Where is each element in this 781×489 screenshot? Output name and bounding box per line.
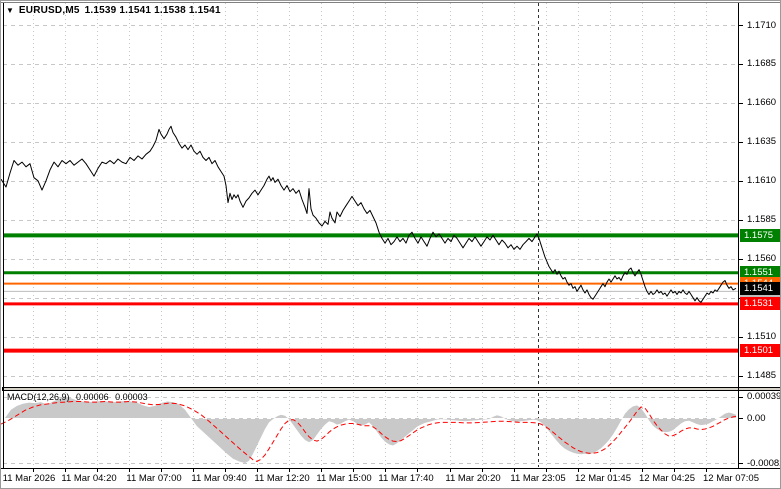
macd-axis-label: 0.00039: [747, 391, 781, 403]
price-axis-label: 1.1585: [747, 214, 777, 226]
macd-signal-line: [1, 400, 737, 462]
resistance-lower-badge: 1.1551: [740, 266, 780, 280]
time-axis-label: 12 Mar 07:05: [703, 473, 759, 484]
time-axis-label: 11 Mar 04:20: [61, 473, 117, 484]
macd-axis-label: -0.00082: [747, 457, 781, 469]
macd-histogram-area: [5, 396, 736, 464]
time-axis-label: 11 Mar 09:40: [191, 473, 247, 484]
macd-main-value: 0.00006: [76, 392, 109, 402]
price-axis-label: 1.1510: [747, 331, 777, 343]
support-upper-badge: 1.1531: [740, 297, 780, 311]
resistance-upper-badge: 1.1575: [740, 228, 780, 242]
panel-separator[interactable]: [2, 387, 781, 391]
chart-title-row: ▼ EURUSD,M5 1.1539 1.1541 1.1538 1.1541: [6, 5, 221, 16]
price-axis-label: 1.1685: [747, 58, 777, 70]
time-axis-label: 11 Mar 12:20: [254, 473, 310, 484]
price-axis-label: 1.1660: [747, 97, 777, 109]
chart-title-symbol: EURUSD,M5: [18, 5, 80, 16]
time-axis-label: 11 Mar 23:05: [510, 473, 566, 484]
macd-signal-value: 0.00003: [115, 392, 148, 402]
chart-title-ohlc: 1.1539 1.1541 1.1538 1.1541: [84, 5, 221, 16]
price-line: [1, 125, 737, 303]
time-axis-label: 11 Mar 07:00: [126, 473, 182, 484]
price-axis-label: 1.1485: [747, 370, 777, 382]
time-axis-label: 11 Mar 15:00: [316, 473, 372, 484]
time-axis-label: 11 Mar 2026: [2, 473, 56, 484]
price-axis-label: 1.1635: [747, 136, 777, 148]
symbol-dropdown-icon[interactable]: ▼: [6, 5, 14, 15]
macd-axis-label: 0.00: [747, 412, 766, 424]
time-axis-label: 11 Mar 17:40: [378, 473, 434, 484]
price-axis-label: 1.1560: [747, 253, 777, 265]
time-axis-label: 12 Mar 01:45: [575, 473, 631, 484]
price-axis-label: 1.1610: [747, 175, 777, 187]
time-axis-label: 12 Mar 04:25: [639, 473, 695, 484]
time-axis-label: 11 Mar 20:20: [445, 473, 501, 484]
price-axis-label: 1.1710: [747, 19, 777, 31]
support-lower-badge: 1.1501: [740, 344, 780, 358]
macd-indicator-name: MACD(12,26,9): [7, 392, 70, 402]
macd-indicator-label-row: MACD(12,26,9) 0.00006 0.00003: [7, 392, 152, 402]
current-price-badge: 1.1541: [740, 281, 780, 295]
